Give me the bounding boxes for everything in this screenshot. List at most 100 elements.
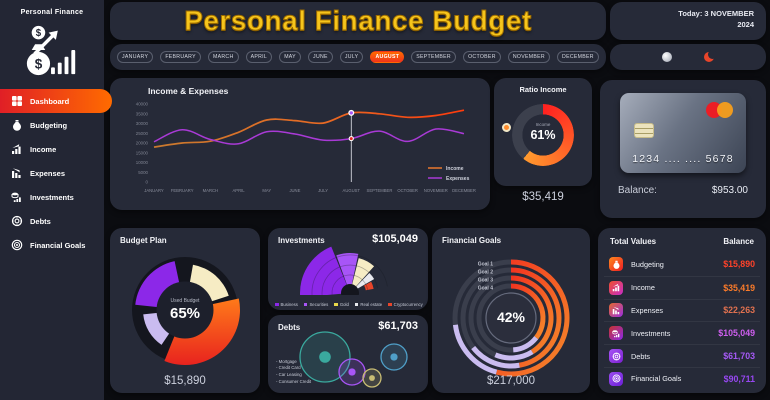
goal-arc-main [510,275,554,355]
sidebar-item-label: Investments [30,192,74,202]
brand-name: Personal Finance [20,9,84,16]
goal-arc-main [510,283,546,340]
total-row-value: $105,049 [718,328,755,339]
month-tab-april[interactable]: APRIL [245,51,273,63]
invest-legend-real-estate: Real estate [354,302,382,307]
balance-row: Balance: $953.00 [618,185,748,196]
total-row-value: $61,703 [723,351,755,362]
gauge-marker-dot [502,123,512,133]
svg-text:25000: 25000 [136,131,149,136]
total-row-budgeting[interactable]: Budgeting $15,890 [604,253,760,276]
svg-text:35000: 35000 [136,111,149,116]
debts-legend-credit-card: - Credit Card [276,365,301,371]
sidebar-item-income[interactable]: Income [0,137,104,161]
page-title: Personal Finance Budget [184,5,532,37]
sidebar-item-budgeting[interactable]: Budgeting [0,113,104,137]
total-row-value: $15,890 [723,259,755,270]
svg-text:10000: 10000 [136,160,149,165]
total-row-label: Debts [631,351,651,361]
card-number: 1234 .... .... 5678 [632,153,734,165]
goal-arc-secondary [512,336,539,353]
sun-icon[interactable] [662,52,672,62]
total-row-value: $90,711 [723,373,755,384]
invest-legend-gold: Gold [334,302,349,307]
svg-text:JANUARY: JANUARY [144,188,164,193]
goals-icon [11,239,23,251]
budget-plan-title: Budget Plan [120,236,167,245]
budgeting-icon [613,260,619,269]
invest-legend-cryptocurrency: Cryptocurrency [388,302,423,307]
balance-value: $953.00 [711,185,748,196]
total-row-expenses[interactable]: Expenses $22,263 [604,298,760,322]
today-date-line: Today: 3 NOVEMBER [678,9,754,18]
moon-icon[interactable] [704,50,717,63]
investments-icon [11,192,21,202]
budget-center: Used Budget 65% [110,298,260,322]
invest-legend-securities: Securities [303,302,328,307]
budget-plan-panel: Budget Plan Used Budget 65% $15,890 [110,228,260,393]
sidebar-item-financial-goals[interactable]: Financial Goals [0,233,104,257]
gauge-value: 61% [530,128,556,142]
legend-expenses: Expenses [446,176,470,182]
invest-segment [350,258,375,293]
total-row-label: Investments [631,328,671,338]
balance-column-header: Balance [723,237,754,246]
card-chip-icon [634,123,654,138]
ratio-income-gauge [512,104,574,166]
income-expenses-chart: 40000 35000 30000 25000 20000 15000 10000 5000 0… [136,102,476,194]
svg-text:40000: 40000 [136,102,149,107]
debts-title: Debts [278,323,301,332]
month-tab-august[interactable]: AUGUST [370,51,405,63]
income-icon [12,144,21,154]
debts-panel: Debts $61,703 - Mortgage - Credit Card - C… [268,315,428,393]
debts-total: $61,703 [378,320,418,332]
budget-total: $15,890 [164,375,206,387]
month-tab-september[interactable]: SEPTEMBER [411,51,456,63]
month-tab-february[interactable]: FEBRUARY [160,51,201,63]
svg-text:MARCH: MARCH [203,188,218,193]
month-tab-may[interactable]: MAY [279,51,301,63]
investments-panel: Investments $105,049 Business Securities G… [268,228,428,310]
debts-icon [11,215,23,227]
month-tab-july[interactable]: JULY [339,51,364,63]
goal-label: Goal 3 [478,278,494,284]
sidebar-item-debts[interactable]: Debts [0,209,104,233]
investments-title: Investments [278,236,325,245]
theme-toggle [610,44,766,70]
ratio-income-title: Ratio Income [519,85,567,94]
month-tab-march[interactable]: MARCH [207,51,239,63]
sidebar-item-expenses[interactable]: Expenses [0,161,104,185]
goals-total: $217,000 [487,375,535,387]
investments-legend: Business Securities Gold Real estate Cryptoc… [275,302,426,307]
financial-goals-radial-chart: Goal 1 Goal 2 Goal 3 Goal 4 [452,259,570,377]
month-tab-december[interactable]: DECEMBER [557,51,599,63]
mastercard-icon [706,102,736,119]
svg-text:APRIL: APRIL [232,188,245,193]
svg-text:15000: 15000 [136,150,149,155]
debts-legend-consumer-credit: - Consumer Credit [276,379,312,385]
sidebar-item-investments[interactable]: Investments [0,185,104,209]
debts-legend: - Mortgage - Credit Card - Car Leasing - Co… [276,359,311,387]
total-row-debts[interactable]: Debts $61,703 [604,344,760,367]
total-row-label: Financial Goals [631,374,682,384]
sidebar-item-label: Expenses [30,168,66,178]
svg-text:$: $ [36,28,42,39]
svg-text:AUGUST: AUGUST [343,188,361,193]
debts-legend-mortgage: - Mortgage [276,358,297,364]
debts-legend-car-leasing: - Car Leasing [276,372,302,378]
month-tab-november[interactable]: NOVEMBER [507,51,550,63]
credit-card[interactable]: 1234 .... .... 5678 [620,93,746,173]
sidebar: Personal Finance $ $ Dashboard Budgeting I… [0,0,112,400]
svg-text:OCTOBER: OCTOBER [397,188,418,193]
budget-center-label: Used Budget [170,298,200,304]
month-tab-january[interactable]: JANUARY [117,51,154,63]
svg-text:JULY: JULY [318,188,328,193]
investments-icon [611,329,619,338]
sidebar-item-label: Income [30,144,57,154]
total-row-financial-goals[interactable]: Financial Goals $90,711 [604,366,760,390]
month-tab-june[interactable]: JUNE [308,51,333,63]
sidebar-item-dashboard[interactable]: Dashboard [0,89,112,113]
total-row-income[interactable]: Income $35,419 [604,275,760,299]
total-row-investments[interactable]: Investments $105,049 [604,321,760,344]
month-tab-october[interactable]: OCTOBER [463,51,501,63]
